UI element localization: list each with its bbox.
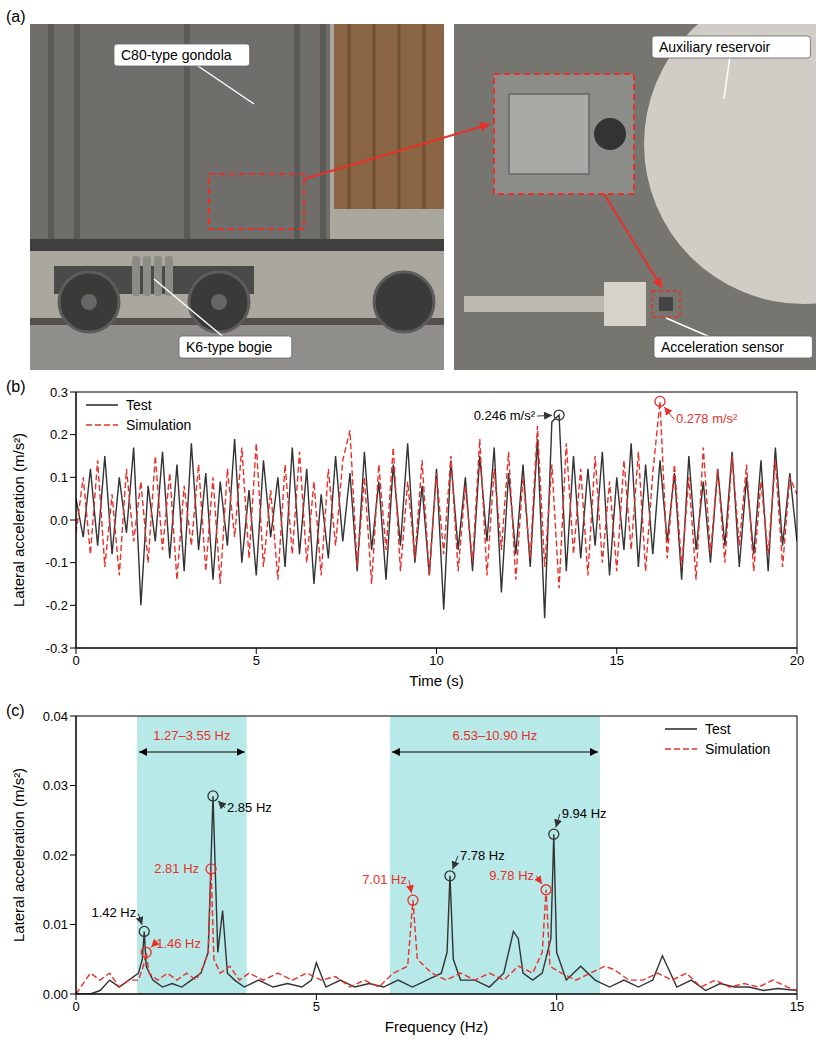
svg-text:1.27–3.55 Hz: 1.27–3.55 Hz [153, 728, 230, 743]
svg-text:0.0: 0.0 [50, 513, 68, 528]
svg-text:20: 20 [790, 653, 804, 668]
svg-text:0.02: 0.02 [43, 848, 68, 863]
svg-text:0.01: 0.01 [43, 917, 68, 932]
svg-text:0.278 m/s²: 0.278 m/s² [676, 411, 738, 426]
svg-text:Test: Test [126, 397, 152, 413]
svg-text:0.2: 0.2 [50, 427, 68, 442]
svg-text:Simulation: Simulation [126, 417, 191, 433]
svg-text:15: 15 [610, 653, 624, 668]
svg-text:10: 10 [549, 999, 563, 1014]
svg-text:0.246 m/s²: 0.246 m/s² [474, 408, 536, 423]
svg-text:-0.1: -0.1 [46, 555, 68, 570]
svg-text:0.03: 0.03 [43, 778, 68, 793]
svg-text:(a): (a) [6, 8, 26, 25]
svg-text:Test: Test [705, 721, 731, 737]
svg-text:(c): (c) [6, 702, 25, 719]
svg-text:2.85 Hz: 2.85 Hz [227, 800, 272, 815]
svg-text:1.46 Hz: 1.46 Hz [156, 936, 201, 951]
svg-text:2.81 Hz: 2.81 Hz [154, 861, 199, 876]
svg-text:7.01 Hz: 7.01 Hz [362, 872, 407, 887]
svg-text:0.3: 0.3 [50, 385, 68, 400]
svg-text:5: 5 [253, 653, 260, 668]
svg-text:Simulation: Simulation [705, 741, 770, 757]
svg-text:-0.2: -0.2 [46, 598, 68, 613]
svg-text:Time (s): Time (s) [409, 672, 463, 689]
svg-text:0.00: 0.00 [43, 987, 68, 1002]
svg-text:10: 10 [429, 653, 443, 668]
svg-text:0: 0 [72, 999, 79, 1014]
svg-text:K6-type bogie: K6-type bogie [186, 339, 273, 355]
svg-text:1.42 Hz: 1.42 Hz [91, 905, 136, 920]
svg-text:Lateral acceleration (m/s²): Lateral acceleration (m/s²) [10, 433, 27, 607]
svg-text:7.78 Hz: 7.78 Hz [460, 848, 505, 863]
svg-text:Acceleration sensor: Acceleration sensor [661, 339, 784, 355]
svg-text:C80-type gondola: C80-type gondola [121, 47, 232, 63]
svg-text:9.94 Hz: 9.94 Hz [562, 806, 607, 821]
svg-text:(b): (b) [6, 378, 26, 395]
svg-text:Auxiliary reservoir: Auxiliary reservoir [659, 39, 771, 55]
svg-text:0.1: 0.1 [50, 470, 68, 485]
svg-text:6.53–10.90 Hz: 6.53–10.90 Hz [453, 728, 538, 743]
svg-text:Frequency (Hz): Frequency (Hz) [385, 1018, 488, 1035]
svg-text:0.04: 0.04 [43, 709, 68, 724]
svg-text:Lateral acceleration (m/s²): Lateral acceleration (m/s²) [10, 768, 27, 942]
svg-text:9.78 Hz: 9.78 Hz [489, 868, 534, 883]
svg-text:15: 15 [790, 999, 804, 1014]
svg-text:0: 0 [72, 653, 79, 668]
svg-text:-0.3: -0.3 [46, 641, 68, 656]
svg-text:5: 5 [313, 999, 320, 1014]
